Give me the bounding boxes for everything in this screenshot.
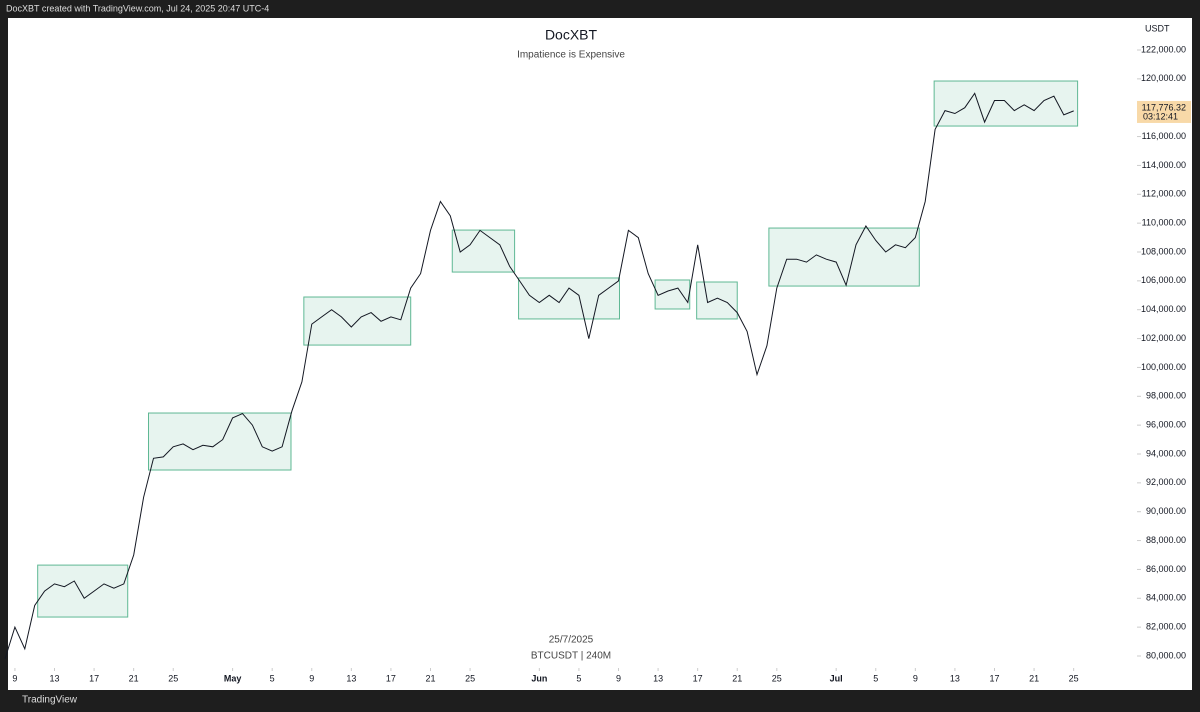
- x-tick-label: 17: [386, 673, 396, 683]
- x-tick-label: May: [224, 673, 242, 683]
- x-tick-label: 21: [425, 673, 435, 683]
- y-tick-label: 120,000.00: [1141, 73, 1186, 83]
- price-line: [4, 92, 1074, 660]
- consolidation-box: [451, 229, 516, 273]
- chart-subtitle: Impatience is Expensive: [517, 50, 625, 61]
- x-tick-label: 5: [270, 673, 275, 683]
- x-tick-label: 21: [732, 673, 742, 683]
- chart-title: DocXBT: [545, 27, 598, 43]
- y-tick-label: 104,000.00: [1141, 304, 1186, 314]
- last-price-tag: [1137, 100, 1191, 123]
- x-tick-label: Jun: [531, 673, 547, 683]
- y-tick-label: 86,000.00: [1146, 564, 1186, 574]
- y-tick-label: 110,000.00: [1142, 218, 1186, 228]
- y-tick-label: 100,000.00: [1141, 362, 1186, 372]
- countdown: 03:12:41: [1143, 111, 1178, 121]
- chart-area: [8, 18, 1192, 690]
- y-axis-label: USDT: [1145, 23, 1170, 33]
- x-tick-label: 13: [950, 673, 960, 683]
- consolidation-box: [933, 80, 1079, 127]
- x-tick-label: 25: [772, 673, 782, 683]
- x-tick-label: 9: [913, 673, 918, 683]
- x-tick-label: 25: [1069, 673, 1079, 683]
- y-tick-label: 108,000.00: [1141, 246, 1186, 256]
- x-tick-label: 9: [309, 673, 314, 683]
- y-tick-label: 88,000.00: [1146, 535, 1186, 545]
- consolidation-box: [696, 281, 738, 320]
- x-tick-label: 17: [989, 673, 999, 683]
- y-tick-label: 94,000.00: [1146, 448, 1186, 458]
- x-tick-label: 13: [653, 673, 663, 683]
- watermark-symbol: BTCUSDT | 240M: [531, 651, 611, 662]
- y-tick-label: 80,000.00: [1146, 650, 1186, 660]
- y-tick-label: 90,000.00: [1146, 506, 1186, 516]
- x-tick-label: 5: [873, 673, 878, 683]
- y-tick-label: 96,000.00: [1146, 420, 1186, 430]
- x-tick-label: 9: [12, 673, 17, 683]
- y-tick-label: 92,000.00: [1146, 477, 1186, 487]
- consolidation-box: [768, 227, 920, 287]
- y-tick-label: 114,000.00: [1142, 160, 1186, 170]
- x-tick-label: 17: [89, 673, 99, 683]
- y-tick-label: 102,000.00: [1141, 333, 1186, 343]
- x-tick-label: Jul: [830, 673, 843, 683]
- x-tick-label: 25: [168, 673, 178, 683]
- y-tick-label: 116,000.00: [1142, 131, 1186, 141]
- last-price-label: 117,776.32: [1142, 102, 1186, 112]
- footer: TradingView: [22, 695, 78, 706]
- consolidation-box: [518, 277, 620, 320]
- x-tick-label: 5: [576, 673, 581, 683]
- x-tick-label: 17: [693, 673, 703, 683]
- y-tick-label: 112,000.00: [1142, 189, 1186, 199]
- y-tick-label: 82,000.00: [1146, 622, 1186, 632]
- y-tick-label: 98,000.00: [1146, 391, 1186, 401]
- x-tick-label: 9: [616, 673, 621, 683]
- x-tick-label: 21: [1029, 673, 1039, 683]
- header: DocXBT created with TradingView.com, Jul…: [6, 3, 269, 13]
- y-tick-label: 84,000.00: [1146, 593, 1186, 603]
- x-tick-label: 13: [49, 673, 59, 683]
- x-tick-label: 25: [465, 673, 475, 683]
- consolidation-box: [37, 564, 129, 618]
- y-tick-label: 122,000.00: [1141, 44, 1186, 54]
- x-tick-label: 13: [346, 673, 356, 683]
- watermark-date: 25/7/2025: [549, 635, 594, 646]
- x-tick-label: 21: [129, 673, 139, 683]
- y-tick-label: 106,000.00: [1141, 275, 1186, 285]
